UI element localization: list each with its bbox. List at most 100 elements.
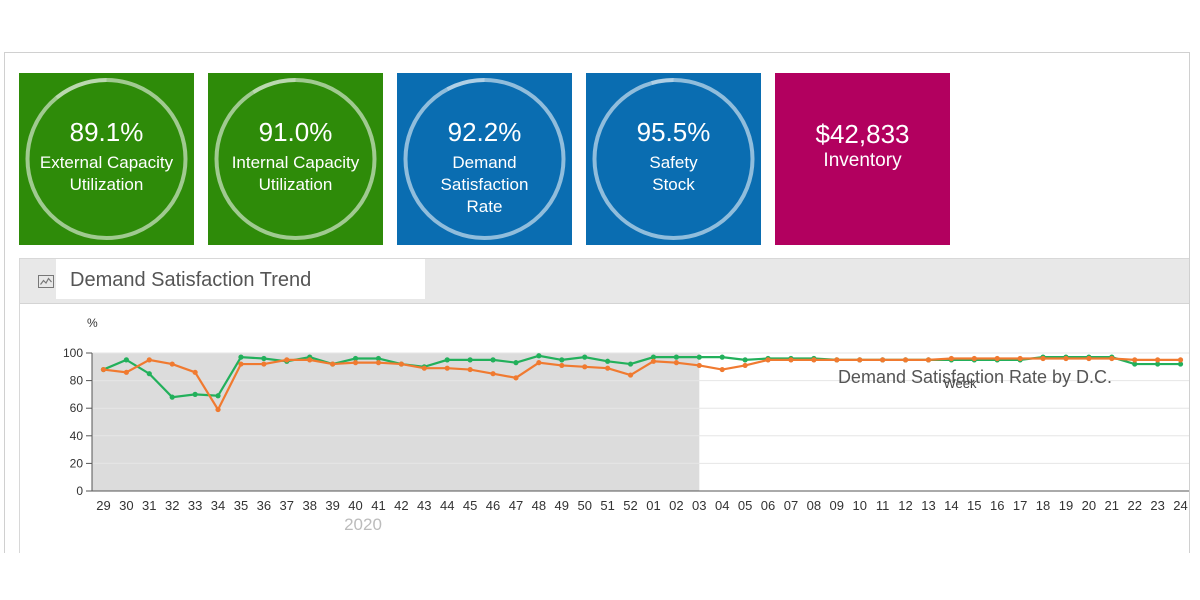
series-2-point (284, 357, 290, 363)
x-tick-label: 22 (1127, 498, 1141, 513)
ring-remainder (403, 78, 566, 240)
series-2-point (811, 357, 817, 363)
progress-ring (592, 78, 755, 240)
series-2-point (948, 355, 954, 362)
x-tick-label: 20 (1082, 498, 1096, 513)
series-2-point (971, 355, 977, 362)
x-tick-label: 15 (967, 498, 981, 513)
panel-header: Demand Satisfaction Trend (20, 259, 1189, 304)
x-tick-label: 40 (348, 498, 362, 513)
x-tick-label: 02 (669, 498, 683, 513)
x-tick-label: 01 (646, 498, 660, 513)
series-2-point (169, 361, 175, 367)
kpi-value: 95.5% (636, 117, 711, 147)
x-tick-label: 44 (440, 498, 454, 513)
series-2-point (444, 365, 450, 371)
series-1-point (123, 357, 129, 363)
y-tick-label: 60 (70, 401, 84, 415)
x-tick-label: 29 (96, 498, 110, 513)
series-1-point (1155, 361, 1161, 367)
series-2-point (880, 357, 886, 363)
ring-remainder (214, 78, 377, 240)
shaded-period (92, 353, 700, 491)
series-1-point (742, 357, 748, 363)
kpi-tile-external-capacity[interactable]: 89.1% External Capacity Utilization (19, 73, 194, 245)
series-1-point (1177, 361, 1184, 367)
series-2-point (742, 362, 748, 369)
series-2-point (765, 357, 771, 363)
series-2-point (627, 372, 634, 378)
x-tick-label: 41 (371, 498, 385, 513)
series-2-point (1063, 355, 1069, 362)
kpi-label-line: Utilization (69, 175, 144, 194)
series-1-point (146, 371, 152, 377)
ring-track (214, 78, 377, 240)
series-2-point (719, 366, 725, 373)
year-label: 2020 (344, 515, 382, 534)
ring-remainder (25, 78, 188, 240)
x-tick-label: 33 (188, 498, 202, 513)
series-1-point (536, 353, 542, 359)
kpi-tile-demand-satisfaction[interactable]: 92.2% Demand Satisfaction Rate (397, 73, 572, 245)
ring-track (403, 78, 566, 240)
series-line-2 (103, 357, 1181, 412)
kpi-value: $42,833 (815, 119, 910, 149)
ring-track (25, 78, 188, 240)
series-2-point (788, 357, 794, 363)
x-tick-label: 07 (784, 498, 798, 513)
x-tick-label: 47 (509, 498, 523, 513)
series-1-point (627, 361, 634, 367)
series-2-point (1086, 355, 1092, 362)
series-2-point (834, 357, 840, 363)
kpi-tile-safety-stock[interactable]: 95.5% Safety Stock (586, 73, 761, 245)
series-1-point (513, 360, 519, 366)
y-tick-label: 80 (70, 374, 84, 388)
series-2-point (1017, 355, 1023, 362)
series-1-point (719, 354, 725, 360)
kpi-value: 91.0% (258, 117, 333, 147)
series-2-point (857, 357, 863, 363)
series-1-point (375, 355, 382, 362)
kpi-label-line: External Capacity (39, 153, 174, 172)
series-2-point (123, 369, 129, 375)
kpi-value: 89.1% (69, 117, 144, 147)
x-tick-label: 37 (280, 498, 294, 513)
series-2-point (146, 357, 152, 363)
x-tick-label: 48 (532, 498, 546, 513)
x-tick-label: 08 (807, 498, 821, 513)
series-2-point (582, 364, 588, 370)
series-2-point (1132, 357, 1138, 363)
series-2-point (490, 371, 496, 377)
kpi-label-line: Satisfaction (440, 175, 529, 194)
x-tick-label: 51 (600, 498, 614, 513)
kpi-label: Internal Capacity Utilization (214, 152, 377, 196)
x-tick-label: 10 (852, 498, 866, 513)
kpi-label: Safety Stock (592, 152, 755, 196)
series-1-point (192, 391, 198, 397)
x-tick-label: 09 (830, 498, 844, 513)
series-2-point (100, 366, 107, 373)
kpi-label: Demand Satisfaction Rate (403, 152, 566, 218)
series-1-point (444, 357, 450, 363)
kpi-tile-inventory[interactable]: $42,833 Inventory (775, 73, 950, 245)
kpi-label: Inventory (781, 150, 944, 172)
chart-title: Demand Satisfaction Rate by D.C. (838, 367, 1112, 387)
kpi-tile-internal-capacity[interactable]: 91.0% Internal Capacity Utilization (208, 73, 383, 245)
series-2-point (421, 365, 427, 371)
series-2-point (215, 406, 221, 413)
x-tick-label: 05 (738, 498, 752, 513)
series-2-point (650, 358, 657, 364)
series-2-point (398, 361, 404, 367)
series-2-point (1155, 357, 1161, 363)
series-2-point (696, 362, 702, 369)
series-2-point (467, 366, 473, 373)
series-2-point (330, 361, 336, 367)
x-tick-label: 14 (944, 498, 958, 513)
y-tick-label: 40 (70, 429, 84, 443)
kpi-value: 92.2% (447, 117, 522, 147)
x-tick-label: 36 (257, 498, 271, 513)
series-2-point (352, 360, 359, 366)
series-2-point (902, 357, 909, 363)
series-2-point (261, 361, 267, 367)
